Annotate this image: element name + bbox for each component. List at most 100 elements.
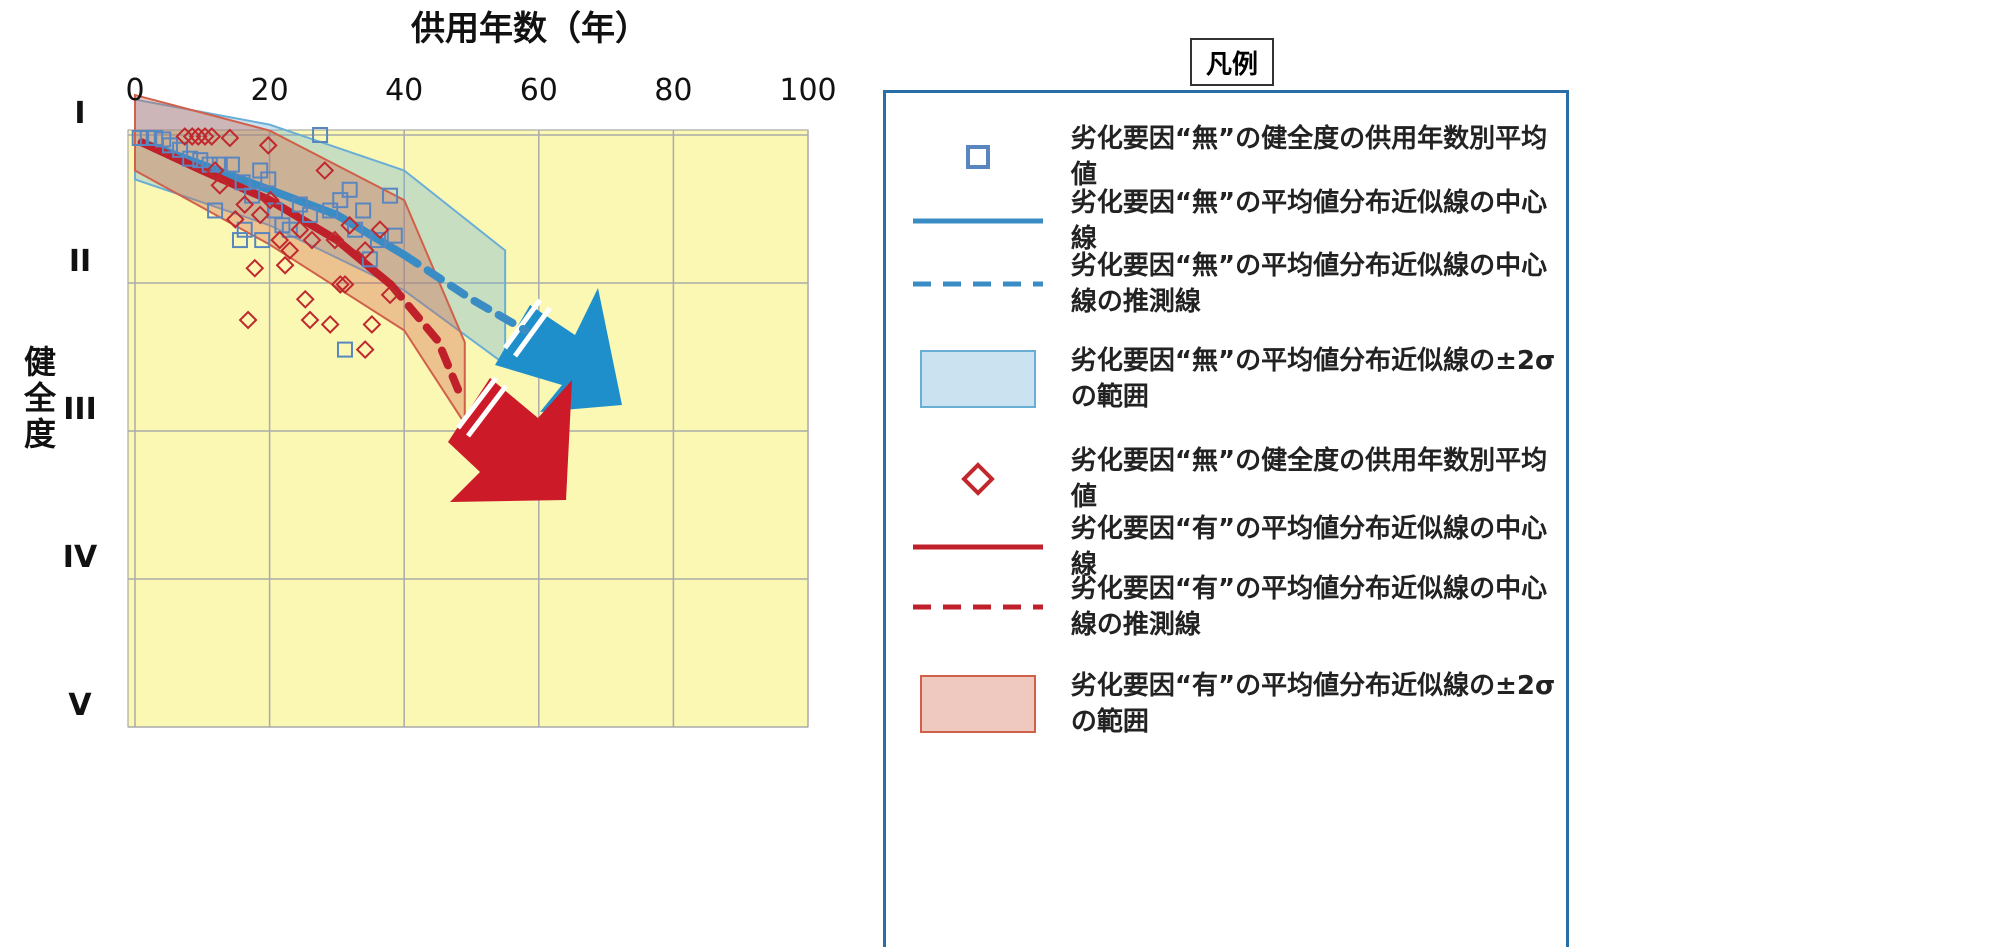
square-point — [161, 137, 178, 154]
diamond-point — [362, 315, 382, 334]
legend-swatch — [966, 145, 991, 169]
diamond-point — [320, 315, 340, 334]
diamond-point — [340, 215, 360, 235]
diamond-point — [355, 340, 375, 360]
square-point — [382, 187, 399, 204]
diamond-point — [295, 289, 315, 309]
legend-label: 劣化要因“有”の平均値分布近似線の±2σの範囲 — [1070, 671, 1556, 737]
diamond-point — [302, 230, 322, 250]
legend-symbol — [886, 254, 1071, 314]
diamond-point — [188, 127, 208, 146]
square-point — [369, 232, 386, 249]
y-tick-label: I — [74, 96, 85, 131]
diamond-point — [260, 190, 280, 210]
legend-entry: 劣化要因“有”の平均値分布近似線の中心線 — [886, 511, 1566, 583]
legend-swatch — [913, 604, 1044, 610]
legend-symbol — [886, 577, 1071, 637]
y-tick-label: IV — [63, 540, 98, 575]
diamond-point — [210, 175, 230, 195]
square-point — [223, 156, 240, 173]
legend-entry: 劣化要因“無”の平均値分布近似線の±2σの範囲 — [886, 343, 1566, 415]
square-point — [234, 174, 251, 191]
legend-symbol — [886, 349, 1071, 409]
arrow-stripe — [502, 298, 543, 350]
y-axis-title: 健全度 — [19, 345, 57, 453]
diamond-point — [275, 255, 295, 275]
arrow-stripe — [456, 376, 498, 430]
diamond-point — [245, 258, 265, 278]
diamond-point — [258, 135, 278, 155]
legend-symbol — [886, 674, 1071, 734]
arrow-stripe — [512, 306, 553, 358]
diamond-point — [238, 310, 258, 330]
square-point — [254, 232, 271, 249]
legend-diamond — [961, 462, 996, 496]
red-arrow — [448, 378, 572, 502]
x-axis-title: 供用年数（年） — [410, 9, 649, 49]
legend-symbol — [886, 517, 1071, 577]
diamond-point — [290, 220, 310, 240]
legend-swatch — [913, 544, 1044, 550]
square-point — [260, 171, 277, 188]
legend-label: 劣化要因“無”の平均値分布近似線の±2σの範囲 — [1070, 346, 1556, 412]
projection-line — [400, 250, 530, 335]
square-point — [192, 152, 209, 169]
x-tick-label: 20 — [251, 73, 289, 108]
legend-label: 劣化要因“無”の平均値分布近似線の中心線の推測線 — [1070, 251, 1548, 317]
arrow-stripe — [466, 384, 508, 438]
legend-symbol — [886, 449, 1071, 509]
legend-swatch — [920, 350, 1037, 408]
square-point — [281, 221, 298, 238]
legend-label: 劣化要因“無”の健全度の供用年数別平均値 — [1070, 446, 1548, 512]
diamond-point — [270, 230, 290, 250]
diamond-point — [175, 127, 195, 146]
legend-square — [966, 145, 991, 169]
x-tick-label: 0 — [125, 73, 144, 108]
square-point — [291, 196, 308, 213]
diamond-point — [202, 127, 222, 146]
diamond-point — [225, 209, 245, 229]
trend-arrows — [448, 288, 622, 502]
center-line — [137, 138, 395, 289]
square-point — [336, 341, 353, 358]
diamond-point — [325, 230, 345, 250]
diamond-point — [205, 161, 225, 180]
legend-band — [920, 350, 1037, 408]
legend-entry: 劣化要因“無”の健全度の供用年数別平均値 — [886, 121, 1566, 193]
projection-line — [386, 280, 463, 394]
legend: 劣化要因“無”の健全度の供用年数別平均値 劣化要因“無”の平均値分布近似線の中心線… — [883, 90, 1569, 947]
legend-swatch — [920, 675, 1037, 733]
square-point — [341, 181, 358, 198]
legend-title: 凡例 — [1190, 38, 1274, 86]
square-point — [301, 206, 318, 223]
diamond-point — [370, 220, 390, 240]
y-tick-label: II — [69, 244, 91, 279]
diamond-point — [380, 285, 400, 305]
square-point — [252, 162, 269, 179]
diamond-point — [182, 127, 202, 146]
legend-label: 劣化要因“有”の平均値分布近似線の中心線 — [1070, 514, 1548, 580]
legend-entry: 劣化要因“無”の平均値分布近似線の中心線 — [886, 185, 1566, 257]
square-point — [332, 192, 349, 209]
legend-entry: 劣化要因“無”の平均値分布近似線の中心線の推測線 — [886, 248, 1566, 320]
legend-label: 劣化要因“無”の平均値分布近似線の中心線 — [1070, 188, 1548, 254]
legend-symbol — [886, 127, 1071, 187]
square-point — [355, 202, 372, 219]
diamond-point — [280, 241, 300, 260]
square-point — [172, 141, 189, 158]
square-point — [131, 129, 148, 146]
square-point — [207, 202, 224, 219]
square-point — [182, 150, 199, 167]
legend-entry: 劣化要因“有”の平均値分布近似線の中心線の推測線 — [886, 571, 1566, 643]
square-point — [231, 232, 248, 249]
diamond-point — [300, 310, 320, 330]
x-tick-label: 80 — [654, 73, 692, 108]
legend-entry: 劣化要因“有”の平均値分布近似線の±2σの範囲 — [886, 668, 1566, 740]
diamond-point — [235, 195, 255, 214]
x-tick-label: 100 — [779, 73, 836, 108]
legend-symbol — [886, 191, 1071, 251]
diamond-point — [315, 161, 335, 180]
diamond-point — [335, 275, 355, 294]
legend-swatch — [913, 281, 1044, 287]
